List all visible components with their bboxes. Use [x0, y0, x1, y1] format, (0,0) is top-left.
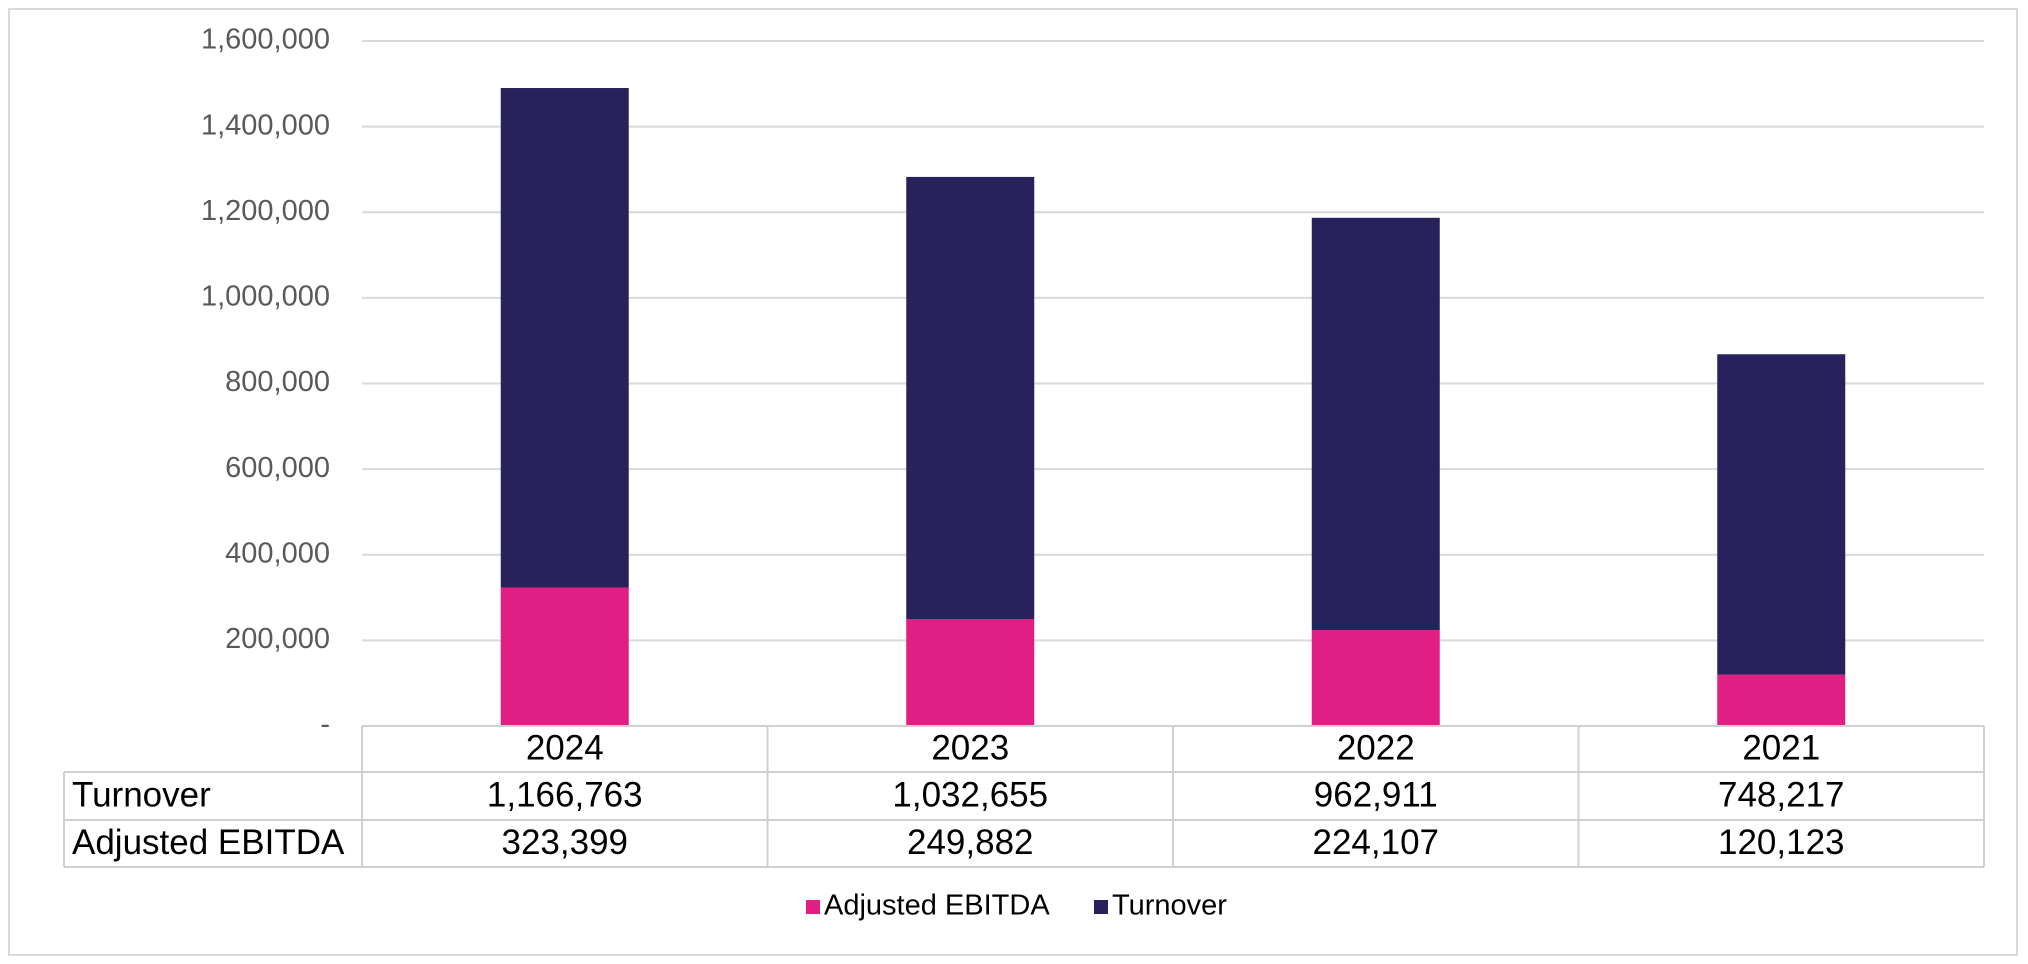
- table-cell-value: 120,123: [1718, 823, 1845, 862]
- category-label: 2021: [1742, 728, 1820, 767]
- chart-frame: [8, 8, 2018, 956]
- table-cell-value: 249,882: [907, 823, 1034, 862]
- y-tick-label: 800,000: [225, 366, 330, 398]
- y-tick-label: 200,000: [225, 623, 330, 655]
- bar-adjusted-ebitda-2022: [1311, 630, 1440, 726]
- legend-label: Turnover: [1112, 890, 1227, 922]
- bar-turnover-2022: [1311, 217, 1440, 631]
- gridlines: [362, 40, 1984, 642]
- data-table: 2024 2023 2022 2021 Turnover 1,166,763 1,032,6…: [63, 725, 1985, 868]
- bar-turnover-2023: [906, 176, 1035, 620]
- y-tick-label: 1,600,000: [201, 24, 330, 56]
- bar-adjusted-ebitda-2023: [906, 619, 1035, 726]
- table-row-label: Turnover: [72, 775, 211, 814]
- bar-turnover-2024: [500, 88, 629, 588]
- bar-adjusted-ebitda-2024: [500, 587, 629, 726]
- table-cell-value: 224,107: [1312, 823, 1439, 862]
- y-tick-label: 1,200,000: [201, 195, 330, 227]
- y-tick-label: 600,000: [225, 452, 330, 484]
- legend-swatch-turnover: [1094, 900, 1108, 914]
- bar-turnover-2021: [1717, 354, 1846, 675]
- y-tick-label: 1,400,000: [201, 109, 330, 141]
- table-cell-value: 323,399: [501, 823, 628, 862]
- bars: [500, 88, 1846, 726]
- category-label: 2022: [1337, 728, 1415, 767]
- bar-adjusted-ebitda-2021: [1717, 674, 1846, 726]
- table-cell-value: 748,217: [1718, 775, 1845, 814]
- category-label: 2023: [931, 728, 1009, 767]
- category-label: 2024: [526, 728, 604, 767]
- table-row-label: Adjusted EBITDA: [72, 823, 345, 862]
- table-cell-value: 1,032,655: [892, 775, 1048, 814]
- y-axis-ticks: - 200,000 400,000 600,000 800,000 1,000,000 1,…: [201, 24, 330, 741]
- table-cell-value: 1,166,763: [487, 775, 643, 814]
- legend-label: Adjusted EBITDA: [824, 890, 1050, 922]
- y-tick-label: -: [320, 709, 330, 741]
- y-tick-label: 400,000: [225, 537, 330, 569]
- y-tick-label: 1,000,000: [201, 281, 330, 313]
- legend-swatch-adjusted-ebitda: [806, 900, 820, 914]
- legend: Adjusted EBITDA Turnover: [806, 890, 1227, 922]
- table-cell-value: 962,911: [1314, 775, 1438, 814]
